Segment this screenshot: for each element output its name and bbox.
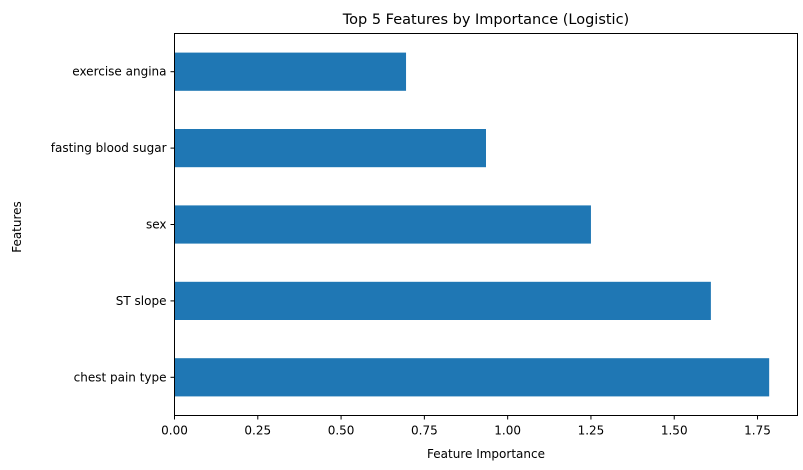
bar-chest-pain-type [174,358,770,397]
y-axis-label: Features [10,201,24,253]
x-tick-label-0: 0.00 [161,424,188,438]
chart-title: Top 5 Features by Importance (Logistic) [342,12,629,28]
x-tick-label-5: 1.25 [578,424,605,438]
x-tick-label-7: 1.75 [744,424,771,438]
x-axis-label: Feature Importance [427,447,545,461]
y-tick-label-sex: sex [146,218,167,232]
x-tick-label-3: 0.75 [411,424,438,438]
bars-group [174,52,770,397]
bar-sex [174,205,591,244]
y-tick-label-exercise-angina: exercise angina [72,65,166,79]
x-tick-label-1: 0.25 [244,424,271,438]
x-tick-label-2: 0.50 [328,424,355,438]
y-tick-label-st-slope: ST slope [116,294,167,308]
bar-exercise-angina [174,52,407,91]
plot-frame [174,33,798,416]
y-tick-label-chest-pain-type: chest pain type [74,370,167,384]
bar-st-slope [174,281,711,320]
x-tick-label-4: 1.00 [494,424,521,438]
y-tick-label-fasting-blood-sugar: fasting blood sugar [51,141,167,155]
bar-fasting-blood-sugar [174,129,486,168]
x-ticks-group: 0.00 0.25 0.50 0.75 1.00 1.25 1.50 1.75 [161,415,771,438]
x-tick-label-6: 1.50 [661,424,688,438]
y-ticks-group: chest pain type ST slope sex fasting blood … [51,65,175,384]
